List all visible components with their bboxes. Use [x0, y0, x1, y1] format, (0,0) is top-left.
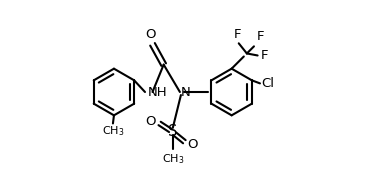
Text: CH$_3$: CH$_3$ — [102, 124, 124, 138]
Text: Cl: Cl — [261, 77, 274, 91]
Text: O: O — [187, 138, 197, 151]
Text: F: F — [261, 49, 269, 62]
Text: O: O — [145, 28, 156, 41]
Text: F: F — [257, 30, 264, 43]
Text: N: N — [181, 86, 191, 98]
Text: F: F — [233, 28, 241, 41]
Text: CH$_3$: CH$_3$ — [162, 152, 184, 166]
Text: O: O — [145, 115, 156, 128]
Text: NH: NH — [147, 86, 167, 98]
Text: S: S — [168, 124, 178, 139]
